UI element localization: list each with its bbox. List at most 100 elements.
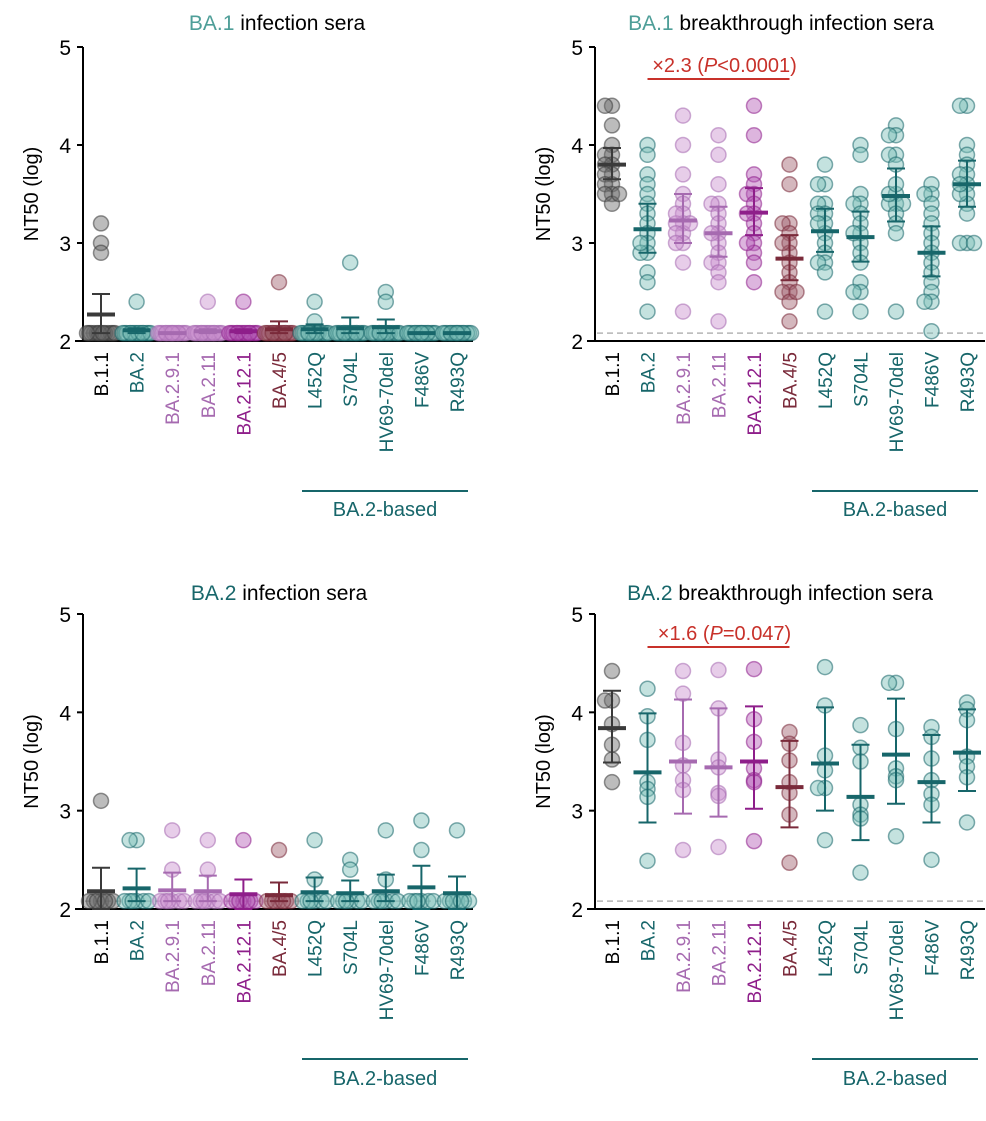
data-point <box>639 146 656 164</box>
data-point <box>710 313 727 330</box>
x-tick-label: BA.2.9.1 <box>163 352 184 425</box>
title-rest: infection sera <box>236 582 367 605</box>
data-point <box>887 827 905 845</box>
series-R493Q <box>434 324 480 342</box>
y-tick-label: 3 <box>571 801 583 824</box>
series-BA.4/5 <box>775 723 804 872</box>
x-tick-label: F486V <box>412 920 433 976</box>
group-label: BA.2-based <box>843 499 948 521</box>
x-tick-label: B.1.1 <box>92 920 113 964</box>
data-point <box>880 674 898 692</box>
title-variant: BA.1 <box>628 12 674 35</box>
series-HV69-70del <box>880 117 912 320</box>
data-point <box>710 126 727 144</box>
y-tick-label: 5 <box>571 37 583 60</box>
data-point <box>425 892 442 910</box>
data-point <box>745 97 763 115</box>
x-tick-label: F486V <box>412 352 433 408</box>
data-point <box>96 892 114 910</box>
data-point <box>341 861 359 878</box>
x-tick-label: BA.4/5 <box>270 352 291 409</box>
y-tick-label: 2 <box>59 331 71 354</box>
y-tick-label: 2 <box>571 331 583 354</box>
series-B.1.1 <box>596 662 626 791</box>
y-axis-label: NT50 (log) <box>21 147 43 241</box>
data-point <box>674 136 692 154</box>
x-tick-label: S704L <box>341 920 362 975</box>
data-point <box>958 205 976 222</box>
data-point <box>306 293 323 311</box>
data-point <box>710 146 727 164</box>
x-tick-label: L452Q <box>816 920 837 977</box>
data-point <box>816 156 834 173</box>
series-L452Q <box>809 156 839 320</box>
series-BA.4/5 <box>774 156 805 330</box>
series-S704L <box>329 851 371 910</box>
data-point <box>413 812 430 829</box>
y-tick-label: 5 <box>571 604 583 627</box>
y-tick-label: 4 <box>571 702 583 725</box>
series-R493Q <box>951 97 983 252</box>
series-S704L <box>846 716 875 881</box>
title-rest: breakthrough infection sera <box>673 582 934 605</box>
data-point <box>603 662 621 680</box>
group-label: BA.2-based <box>333 1068 438 1090</box>
data-point <box>809 215 827 232</box>
x-tick-label: BA.2.11 <box>199 352 220 418</box>
series-HV69-70del <box>363 283 409 342</box>
data-point <box>199 831 217 849</box>
data-point <box>413 841 430 859</box>
panel-title: BA.2 infection sera <box>191 582 368 605</box>
x-tick-label: S704L <box>852 352 873 407</box>
x-tick-label: L452Q <box>816 352 837 409</box>
y-axis-label: NT50 (log) <box>533 714 555 808</box>
series-BA.2 <box>633 680 662 870</box>
data-point <box>377 822 395 839</box>
series-B.1.1 <box>596 97 628 213</box>
series-R493Q <box>953 694 981 831</box>
data-point <box>916 293 933 311</box>
data-point <box>852 303 869 320</box>
data-point <box>409 892 426 910</box>
series-BA.2 <box>116 831 157 910</box>
data-point <box>377 293 395 311</box>
series-F486V <box>917 718 946 869</box>
series-S704L <box>845 136 875 320</box>
data-point <box>710 175 727 193</box>
title-rest: infection sera <box>234 12 365 35</box>
y-tick-label: 4 <box>571 135 583 158</box>
data-point <box>852 864 869 881</box>
panel-title: BA.2 breakthrough infection sera <box>627 582 933 605</box>
data-point <box>270 841 288 859</box>
series-HV69-70del <box>880 674 910 845</box>
series-B.1.1 <box>78 215 124 342</box>
x-tick-label: B.1.1 <box>603 920 624 964</box>
x-tick-label: L452Q <box>306 920 327 977</box>
y-tick-label: 4 <box>59 702 71 725</box>
data-point <box>923 851 940 869</box>
y-axis-label: NT50 (log) <box>533 147 555 241</box>
series-BA.2.9.1 <box>151 822 193 910</box>
series-L452Q <box>294 831 335 910</box>
x-tick-label: BA.2 <box>128 920 149 961</box>
data-point <box>199 293 217 311</box>
annotation-p: P <box>704 55 718 77</box>
data-point <box>781 723 798 741</box>
data-point <box>452 892 470 910</box>
data-point <box>781 175 798 193</box>
x-tick-label: F486V <box>923 352 944 408</box>
x-tick-label: F486V <box>923 920 944 976</box>
data-point <box>603 773 621 791</box>
x-tick-label: S704L <box>852 920 873 975</box>
series-S704L <box>327 254 373 342</box>
data-point <box>235 831 252 849</box>
data-point <box>809 779 827 797</box>
series-BA.4/5 <box>256 273 302 342</box>
data-point <box>816 303 834 320</box>
fold-change-annotation: ×1.6 (P=0.047) <box>658 623 791 645</box>
data-point <box>809 175 827 193</box>
data-point <box>816 658 834 676</box>
data-point <box>745 832 763 850</box>
data-point <box>745 273 763 291</box>
